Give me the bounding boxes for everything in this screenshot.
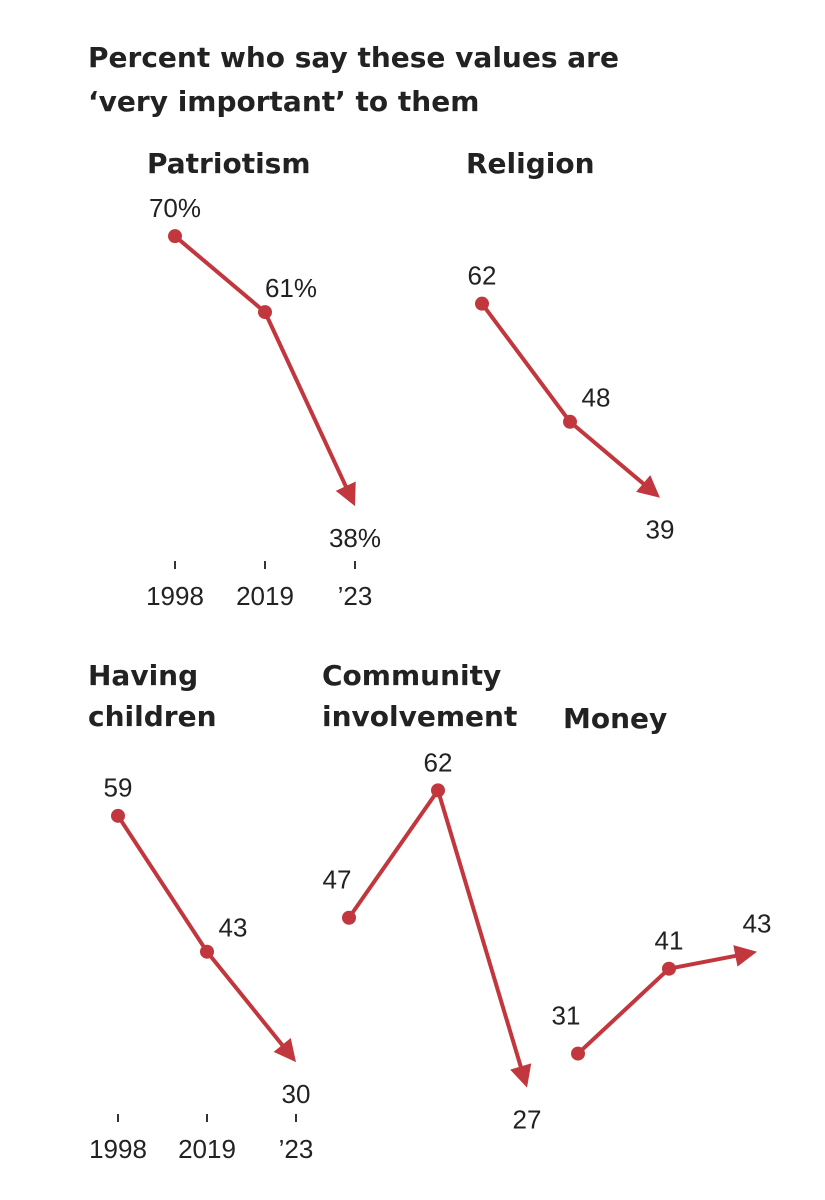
arrowhead bbox=[510, 1063, 532, 1088]
data-label: 48 bbox=[582, 383, 611, 413]
point bbox=[662, 961, 676, 976]
data-label: 41 bbox=[655, 926, 684, 956]
panel-title: Community involvement bbox=[322, 659, 518, 733]
arrowhead bbox=[733, 945, 757, 967]
x-tick-label: ’23 bbox=[338, 581, 373, 611]
point bbox=[111, 808, 125, 823]
data-label: 59 bbox=[104, 773, 133, 803]
point bbox=[342, 910, 356, 925]
data-label: 70% bbox=[149, 193, 201, 223]
x-tick-label: 2019 bbox=[178, 1134, 236, 1164]
line bbox=[173, 234, 350, 492]
data-label: 39 bbox=[646, 515, 675, 545]
panel-title: Having children bbox=[88, 659, 217, 733]
data-label: 43 bbox=[743, 909, 772, 939]
data-label: 27 bbox=[513, 1104, 542, 1134]
line bbox=[347, 788, 524, 1072]
data-label: 47 bbox=[323, 865, 352, 895]
data-label: 31 bbox=[552, 1000, 581, 1030]
chart-title: Percent who say these values are ‘very i… bbox=[88, 41, 619, 118]
data-label: 61% bbox=[265, 273, 317, 303]
data-label: 30 bbox=[282, 1079, 311, 1109]
line bbox=[480, 302, 648, 488]
point bbox=[563, 414, 577, 429]
line bbox=[116, 814, 287, 1050]
point bbox=[571, 1046, 585, 1061]
panel-title: Religion bbox=[466, 147, 595, 180]
point bbox=[475, 296, 489, 311]
arrowhead bbox=[273, 1038, 296, 1063]
x-tick-label: ’23 bbox=[279, 1134, 314, 1164]
line bbox=[576, 953, 741, 1056]
data-label: 62 bbox=[424, 747, 453, 777]
x-tick-label: 1998 bbox=[146, 581, 204, 611]
point bbox=[200, 944, 214, 959]
x-tick-label: 1998 bbox=[89, 1134, 147, 1164]
x-tick-label: 2019 bbox=[236, 581, 294, 611]
point bbox=[168, 229, 182, 244]
data-label: 43 bbox=[219, 913, 248, 943]
point bbox=[431, 783, 445, 798]
data-label: 38% bbox=[329, 523, 381, 553]
point bbox=[258, 305, 272, 320]
panel-title: Money bbox=[563, 702, 668, 735]
arrowhead bbox=[636, 475, 660, 498]
data-label: 62 bbox=[468, 261, 497, 291]
panel-title: Patriotism bbox=[147, 147, 311, 180]
arrowhead bbox=[335, 481, 356, 507]
